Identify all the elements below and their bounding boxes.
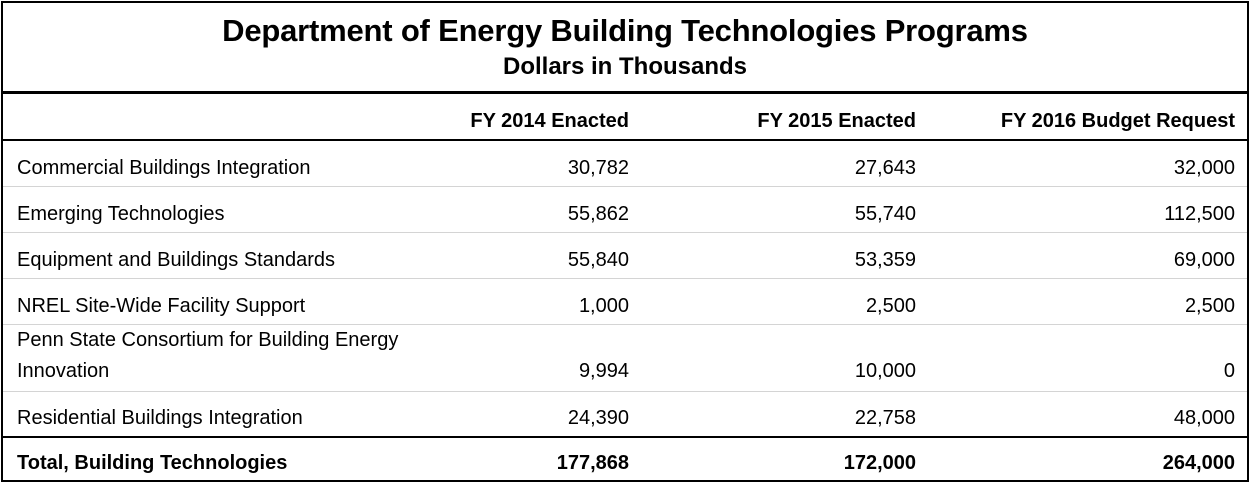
cell-fy2016: 69,000 bbox=[1173, 248, 1235, 271]
cell-fy2015: 53,359 bbox=[854, 248, 916, 271]
total-fy2016: 264,000 bbox=[1162, 452, 1235, 474]
table-row: Equipment and Buildings Standards 55,840… bbox=[3, 232, 1247, 278]
table-row: Commercial Buildings Integration 30,782 … bbox=[3, 140, 1247, 186]
cell-fy2016: 112,500 bbox=[1164, 202, 1235, 225]
column-header-fy2014: FY 2014 Enacted bbox=[413, 94, 641, 141]
cell-fy2016: 32,000 bbox=[1173, 156, 1235, 179]
row-label: Equipment and Buildings Standards bbox=[17, 248, 335, 271]
total-row: Total, Building Technologies 177,868 172… bbox=[3, 437, 1247, 481]
row-label: NREL Site-Wide Facility Support bbox=[17, 294, 306, 317]
column-header-fy2015: FY 2015 Enacted bbox=[641, 94, 928, 141]
row-label: Penn State Consortium for Building Energ… bbox=[17, 328, 399, 382]
page-subtitle: Dollars in Thousands bbox=[502, 53, 748, 80]
cell-fy2014: 55,862 bbox=[567, 202, 629, 225]
cell-fy2014: 30,782 bbox=[567, 156, 629, 179]
row-label: Emerging Technologies bbox=[17, 202, 225, 225]
cell-fy2014: 9,994 bbox=[578, 359, 629, 382]
total-label: Total, Building Technologies bbox=[17, 452, 288, 474]
total-fy2014: 177,868 bbox=[556, 452, 629, 474]
table-row: NREL Site-Wide Facility Support 1,000 2,… bbox=[3, 278, 1247, 324]
page-title: Department of Energy Building Technologi… bbox=[222, 13, 1028, 48]
title-block: Department of Energy Building Technologi… bbox=[3, 3, 1247, 94]
cell-fy2014: 55,840 bbox=[567, 248, 629, 271]
cell-fy2015: 27,643 bbox=[854, 156, 916, 179]
table-row: Emerging Technologies 55,862 55,740 112,… bbox=[3, 186, 1247, 232]
cell-fy2015: 55,740 bbox=[854, 202, 916, 225]
cell-fy2015: 22,758 bbox=[854, 407, 916, 429]
column-header-label bbox=[3, 94, 413, 141]
cell-fy2014: 24,390 bbox=[567, 407, 629, 429]
cell-fy2015: 2,500 bbox=[865, 294, 916, 317]
cell-fy2014: 1,000 bbox=[578, 294, 629, 317]
table-header-row: FY 2014 Enacted FY 2015 Enacted FY 2016 … bbox=[3, 94, 1247, 141]
row-label: Commercial Buildings Integration bbox=[17, 156, 311, 179]
table-row: Penn State Consortium for Building Energ… bbox=[3, 324, 1247, 391]
cell-fy2015: 10,000 bbox=[854, 359, 916, 382]
total-fy2015: 172,000 bbox=[843, 452, 916, 474]
cell-fy2016: 2,500 bbox=[1184, 294, 1235, 317]
row-label: Residential Buildings Integration bbox=[17, 407, 303, 429]
cell-fy2016: 48,000 bbox=[1173, 407, 1235, 429]
table-row: Residential Buildings Integration 24,390… bbox=[3, 391, 1247, 437]
budget-table: FY 2014 Enacted FY 2015 Enacted FY 2016 … bbox=[3, 94, 1247, 481]
cell-fy2016: 0 bbox=[1223, 359, 1235, 382]
column-header-fy2016: FY 2016 Budget Request bbox=[928, 94, 1247, 141]
